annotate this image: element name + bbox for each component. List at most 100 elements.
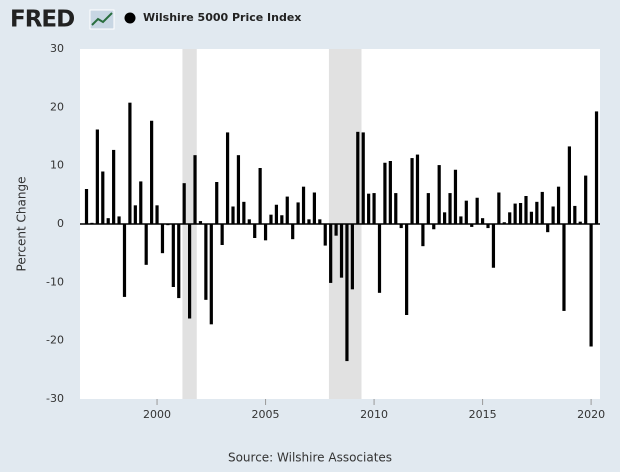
y-axis-label: Percent Change (15, 177, 29, 272)
bar (415, 154, 420, 224)
bar (334, 224, 338, 236)
bar (443, 212, 447, 224)
bar (150, 120, 154, 224)
bar (345, 224, 349, 362)
bar (567, 146, 571, 224)
x-tick-label: 2015 (469, 408, 497, 421)
bar (204, 224, 208, 300)
bar (399, 224, 403, 229)
bar (394, 193, 398, 224)
bar (448, 193, 452, 224)
bar (106, 218, 110, 224)
bar (101, 171, 105, 224)
bar (475, 197, 479, 224)
y-tick-label: 0 (57, 217, 64, 230)
bar (350, 224, 354, 290)
bar (187, 224, 192, 319)
bar (312, 192, 316, 224)
bar (584, 175, 588, 224)
bar (144, 224, 148, 265)
bar (90, 222, 94, 224)
bar (225, 132, 230, 224)
bar (95, 129, 99, 224)
bar (117, 216, 121, 224)
bar (513, 203, 517, 224)
bar (182, 183, 186, 224)
bar (128, 102, 132, 224)
x-tick-label: 2000 (143, 408, 171, 421)
bar (453, 169, 458, 224)
bar (296, 202, 300, 224)
bar (122, 224, 127, 297)
bar (502, 222, 506, 224)
bar (307, 219, 311, 224)
bar (486, 224, 490, 229)
y-tick-label: -10 (46, 275, 64, 288)
bar (491, 224, 496, 268)
bar (508, 212, 512, 224)
bar (301, 186, 306, 224)
bar (269, 214, 273, 224)
bar (589, 224, 593, 347)
bar (280, 215, 284, 224)
bar (177, 224, 181, 299)
bar (377, 224, 382, 293)
bar (198, 221, 203, 224)
bar (556, 186, 561, 224)
bar (529, 211, 534, 224)
bar (497, 192, 501, 224)
x-tick-label: 2010 (360, 408, 388, 421)
bar (247, 219, 251, 224)
bar (594, 111, 599, 224)
logo-icon (89, 9, 115, 30)
bar (426, 193, 430, 224)
bar (318, 219, 322, 224)
y-tick-label: 30 (50, 42, 64, 55)
logo: FRED (10, 7, 74, 33)
bar (253, 224, 257, 238)
bar (405, 224, 409, 315)
bar (193, 155, 197, 224)
bar (133, 205, 137, 224)
bar (242, 201, 246, 224)
bar (274, 204, 279, 224)
bar (464, 200, 468, 224)
bar (84, 189, 89, 224)
bar (160, 224, 165, 254)
bar (388, 161, 392, 224)
bar (361, 132, 365, 224)
bar (383, 162, 387, 224)
bar (480, 218, 485, 224)
bar (155, 205, 159, 224)
bar (372, 193, 376, 224)
bar (209, 224, 213, 325)
y-tick-label: -30 (46, 392, 64, 405)
x-tick-label: 2020 (577, 408, 605, 421)
bar (470, 224, 474, 227)
bar (421, 224, 425, 247)
bar (231, 206, 235, 224)
bar (540, 191, 544, 224)
bar (323, 224, 327, 246)
bar (215, 182, 219, 224)
legend-label: Wilshire 5000 Price Index (143, 11, 301, 24)
bar (535, 201, 539, 224)
bar (432, 224, 436, 230)
bar (573, 205, 577, 224)
bar (236, 155, 241, 224)
y-tick-label: -20 (46, 334, 64, 347)
bar (410, 158, 414, 224)
bar (524, 196, 528, 224)
bar (546, 224, 550, 233)
bar (329, 224, 333, 283)
bar (139, 181, 143, 224)
bar (220, 224, 224, 245)
bar (291, 224, 295, 240)
bar (367, 193, 371, 224)
x-tick-label: 2005 (252, 408, 280, 421)
bar (285, 196, 289, 224)
bar (356, 131, 360, 224)
bar (437, 165, 441, 224)
